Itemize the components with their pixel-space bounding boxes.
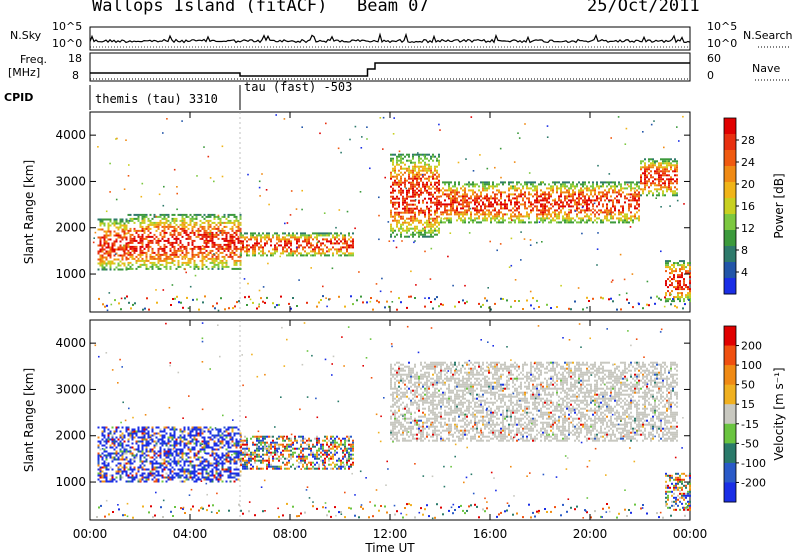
noise-strip-frame bbox=[89, 26, 691, 51]
velocity-ylabel: Slant Range [km] bbox=[22, 368, 36, 472]
power-colorbar-label-5: 24 bbox=[741, 156, 755, 169]
power-ytick-label-3: 4000 bbox=[55, 128, 86, 142]
nave-tick-60: 60 bbox=[707, 52, 721, 65]
power-colorbar-label-6: 28 bbox=[741, 134, 755, 147]
xtick-label-4: 16:00 bbox=[473, 527, 508, 541]
freq-tick-18: 18 bbox=[68, 52, 82, 65]
nave-tick-0: 0 bbox=[707, 69, 714, 82]
power-colorbar-band-2 bbox=[724, 150, 736, 167]
power-colorbar-band-8 bbox=[724, 246, 736, 263]
velocity-colorbar-label-0: 200 bbox=[741, 340, 762, 353]
cpid-segment-1-label: themis (tau) 3310 bbox=[95, 92, 218, 106]
xtick-label-6: 00:00 bbox=[673, 527, 708, 541]
x-axis-label: Time UT bbox=[364, 541, 415, 554]
power-ytick-label-0: 1000 bbox=[55, 267, 86, 281]
nave-label: Nave bbox=[752, 62, 781, 75]
freq-tick-8: 8 bbox=[72, 69, 79, 82]
velocity-colorbar-label-2: 50 bbox=[741, 379, 755, 392]
power-colorbar-band-10 bbox=[724, 278, 736, 295]
velocity-colorbar-band-4 bbox=[724, 404, 736, 425]
velocity-ytick-label-2: 3000 bbox=[55, 382, 86, 396]
power-colorbar-band-7 bbox=[724, 230, 736, 247]
xtick-label-3: 12:00 bbox=[373, 527, 408, 541]
power-colorbar-band-5 bbox=[724, 198, 736, 215]
power-colorbar-label-4: 20 bbox=[741, 178, 755, 191]
velocity-colorbar-band-3 bbox=[724, 384, 736, 405]
velocity-colorbar-label-4: -15 bbox=[741, 418, 759, 431]
velocity-ytick-label-3: 4000 bbox=[55, 336, 86, 350]
velocity-echo-layer bbox=[94, 322, 691, 520]
xtick-label-2: 08:00 bbox=[273, 527, 308, 541]
velocity-colorbar-frame bbox=[723, 325, 737, 503]
velocity-colorbar-label-1: 100 bbox=[741, 359, 762, 372]
velocity-colorbar-band-1 bbox=[724, 345, 736, 366]
power-colorbar-band-0 bbox=[724, 118, 736, 135]
power-ytick-label-1: 2000 bbox=[55, 221, 86, 235]
power-ylabel: Slant Range [km] bbox=[22, 160, 36, 264]
power-echo-layer bbox=[92, 114, 691, 312]
beam-title: Beam 07 bbox=[357, 0, 429, 16]
power-colorbar-band-6 bbox=[724, 214, 736, 231]
cpid-label: CPID bbox=[4, 91, 34, 104]
power-colorbar-band-9 bbox=[724, 262, 736, 279]
power-colorbar-band-3 bbox=[724, 166, 736, 183]
velocity-colorbar-title: Velocity [m s⁻¹] bbox=[772, 367, 786, 460]
velocity-colorbar-band-0 bbox=[724, 326, 736, 347]
freq-strip-frame bbox=[89, 52, 691, 82]
nsky-label: N.Sky bbox=[10, 29, 42, 42]
velocity-ytick-label-0: 1000 bbox=[55, 475, 86, 489]
velocity-colorbar-label-5: -50 bbox=[741, 437, 759, 450]
velocity-colorbar-band-6 bbox=[724, 443, 736, 464]
xtick-label-0: 00:00 bbox=[73, 527, 108, 541]
power-colorbar-title: Power [dB] bbox=[772, 173, 786, 238]
power-colorbar-band-1 bbox=[724, 134, 736, 151]
velocity-colorbar-band-5 bbox=[724, 423, 736, 444]
velocity-colorbar-band-7 bbox=[724, 462, 736, 483]
power-colorbar-label-2: 12 bbox=[741, 222, 755, 235]
power-colorbar-band-4 bbox=[724, 182, 736, 199]
power-colorbar-label-3: 16 bbox=[741, 200, 755, 213]
station-title: Wallops Island (fitACF) bbox=[92, 0, 328, 16]
velocity-colorbar-label-6: -100 bbox=[741, 457, 766, 470]
noise-top-tick-right: 10^5 bbox=[707, 20, 738, 33]
power-colorbar-label-1: 8 bbox=[741, 244, 748, 257]
velocity-ytick-label-1: 2000 bbox=[55, 429, 86, 443]
velocity-colorbar-band-2 bbox=[724, 365, 736, 386]
noise-top-tick-left: 10^5 bbox=[52, 20, 83, 33]
mhz-label: [MHz] bbox=[8, 66, 41, 79]
noise-sky-line bbox=[89, 32, 691, 44]
freq-label: Freq. bbox=[20, 53, 48, 66]
power-colorbar-label-0: 4 bbox=[741, 266, 748, 279]
nsearch-label: N.Search bbox=[743, 29, 793, 42]
velocity-colorbar-label-3: 15 bbox=[741, 398, 755, 411]
xtick-label-5: 20:00 bbox=[573, 527, 608, 541]
velocity-colorbar-label-7: -200 bbox=[741, 476, 766, 489]
freq-line bbox=[90, 62, 690, 77]
xtick-label-1: 04:00 bbox=[173, 527, 208, 541]
velocity-colorbar-band-8 bbox=[724, 482, 736, 503]
noise-bottom-tick-right: 10^0 bbox=[707, 37, 738, 50]
cpid-segment-2-label: tau (fast) -503 bbox=[244, 80, 353, 94]
date-title: 25/Oct/2011 bbox=[587, 0, 700, 16]
noise-bottom-tick-left: 10^0 bbox=[52, 37, 83, 50]
power-ytick-label-2: 3000 bbox=[55, 174, 86, 188]
